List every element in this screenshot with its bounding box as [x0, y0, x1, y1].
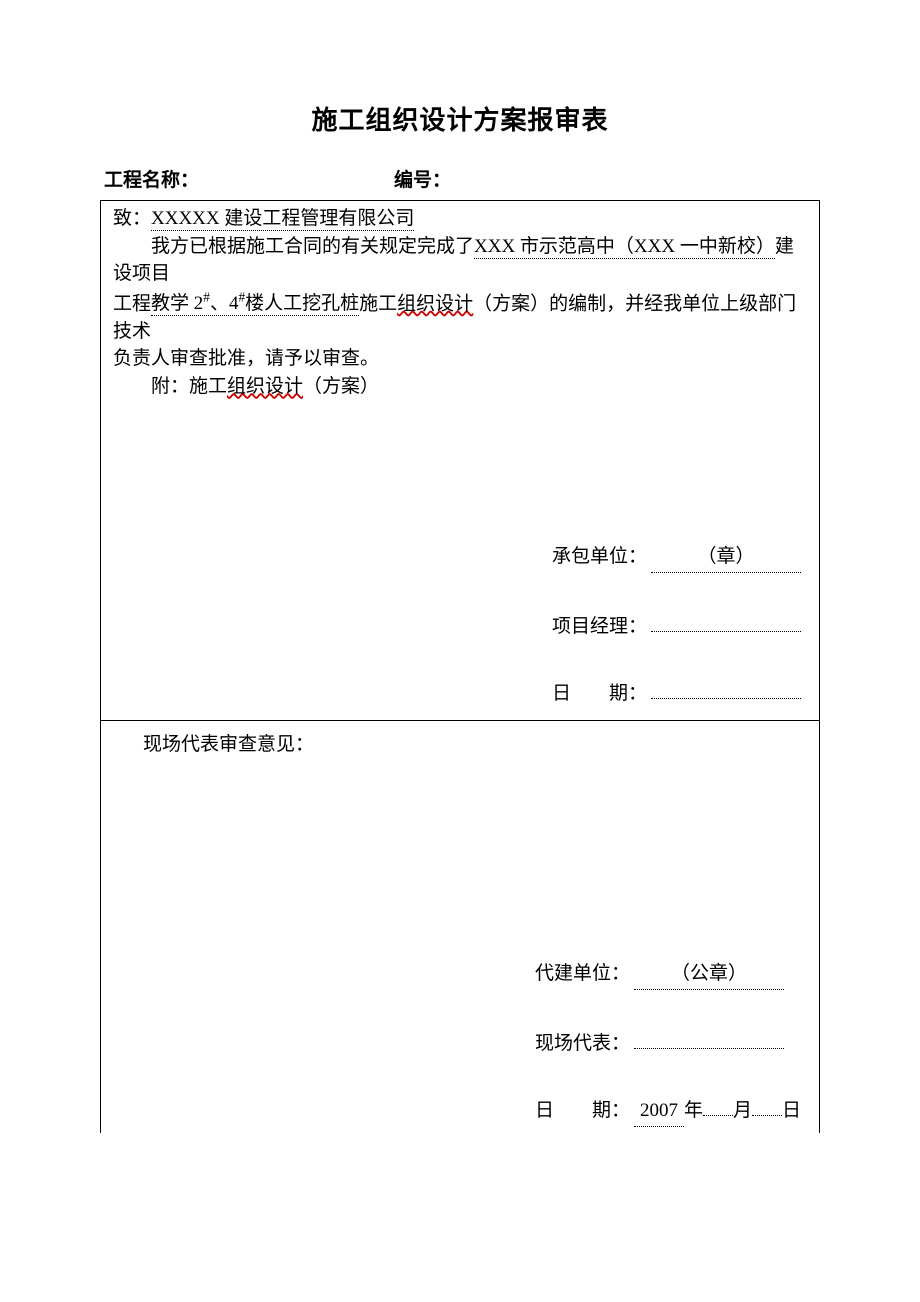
- day-unit: 日: [782, 1097, 801, 1125]
- pm-row: 项目经理：: [552, 613, 801, 641]
- year-value: 2007: [634, 1097, 684, 1127]
- date-value-1: [651, 697, 801, 699]
- building-desc: 教学 2#、4#楼人工挖孔桩: [151, 293, 359, 316]
- month-unit: 月: [733, 1097, 752, 1125]
- body-line-2: 工程教学 2#、4#楼人工挖孔桩施工组织设计（方案）的编制，并经我单位上级部门技…: [113, 288, 807, 345]
- year-unit: 年: [684, 1097, 703, 1125]
- body-line-3: 负责人审查批准，请予以审查。: [113, 345, 807, 373]
- attach-post: （方案）: [303, 376, 379, 397]
- section-applicant: 致：XXXXX 建设工程管理有限公司 我方已根据施工合同的有关规定完成了XXX …: [101, 201, 819, 721]
- date-label-2: 日 期：: [535, 1097, 630, 1125]
- review-heading: 现场代表审查意见：: [113, 725, 807, 759]
- org-design-wavy-1: 组织设计: [397, 293, 473, 314]
- pm-value: [651, 630, 801, 632]
- date-row-1: 日 期：: [552, 680, 801, 708]
- day-value: [752, 1114, 782, 1116]
- body-line-1: 我方已根据施工合同的有关规定完成了XXX 市示范高中（XXX 一中新校）建设项目: [113, 233, 807, 288]
- to-prefix: 致：: [113, 208, 151, 229]
- form-number-label: 编号：: [394, 165, 816, 192]
- attachment-line: 附：施工组织设计（方案）: [113, 373, 807, 401]
- header-row: 工程名称： 编号：: [100, 165, 820, 192]
- line3-pre: 工程: [113, 293, 151, 314]
- date-row-2: 日 期： 2007年 月 日: [535, 1097, 801, 1127]
- attach-pre: 附：施工: [151, 376, 227, 397]
- project-name-label: 工程名称：: [104, 165, 394, 192]
- builder-value: （公章）: [634, 960, 784, 990]
- month-value: [703, 1114, 733, 1116]
- line3-mid: 施工: [359, 293, 397, 314]
- section-review: 现场代表审查意见： 代建单位： （公章） 现场代表： 日 期： 2007年 月 日: [101, 721, 819, 1133]
- rep-value: [634, 1047, 784, 1049]
- contractor-label: 承包单位：: [552, 543, 647, 571]
- rep-row: 现场代表：: [535, 1030, 801, 1058]
- contractor-value: （章）: [651, 543, 801, 573]
- date-value-2: 2007年 月 日: [634, 1097, 801, 1127]
- contractor-row: 承包单位： （章）: [552, 543, 801, 573]
- review-signature-block: 代建单位： （公章） 现场代表： 日 期： 2007年 月 日: [535, 960, 801, 1127]
- project-name-underline: XXX 市示范高中（XXX 一中新校）: [474, 236, 775, 259]
- builder-row: 代建单位： （公章）: [535, 960, 801, 990]
- form-container: 致：XXXXX 建设工程管理有限公司 我方已根据施工合同的有关规定完成了XXX …: [100, 200, 820, 1133]
- builder-label: 代建单位：: [535, 960, 630, 988]
- form-title: 施工组织设计方案报审表: [100, 100, 820, 137]
- rep-label: 现场代表：: [535, 1030, 630, 1058]
- line2-pre: 我方已根据施工合同的有关规定完成了: [151, 236, 474, 257]
- applicant-signature-block: 承包单位： （章） 项目经理： 日 期：: [552, 543, 801, 708]
- to-line: 致：XXXXX 建设工程管理有限公司: [113, 205, 807, 233]
- pm-label: 项目经理：: [552, 613, 647, 641]
- org-design-wavy-2: 组织设计: [227, 376, 303, 397]
- recipient-company: XXXXX 建设工程管理有限公司: [151, 208, 414, 231]
- date-label-1: 日 期：: [552, 680, 647, 708]
